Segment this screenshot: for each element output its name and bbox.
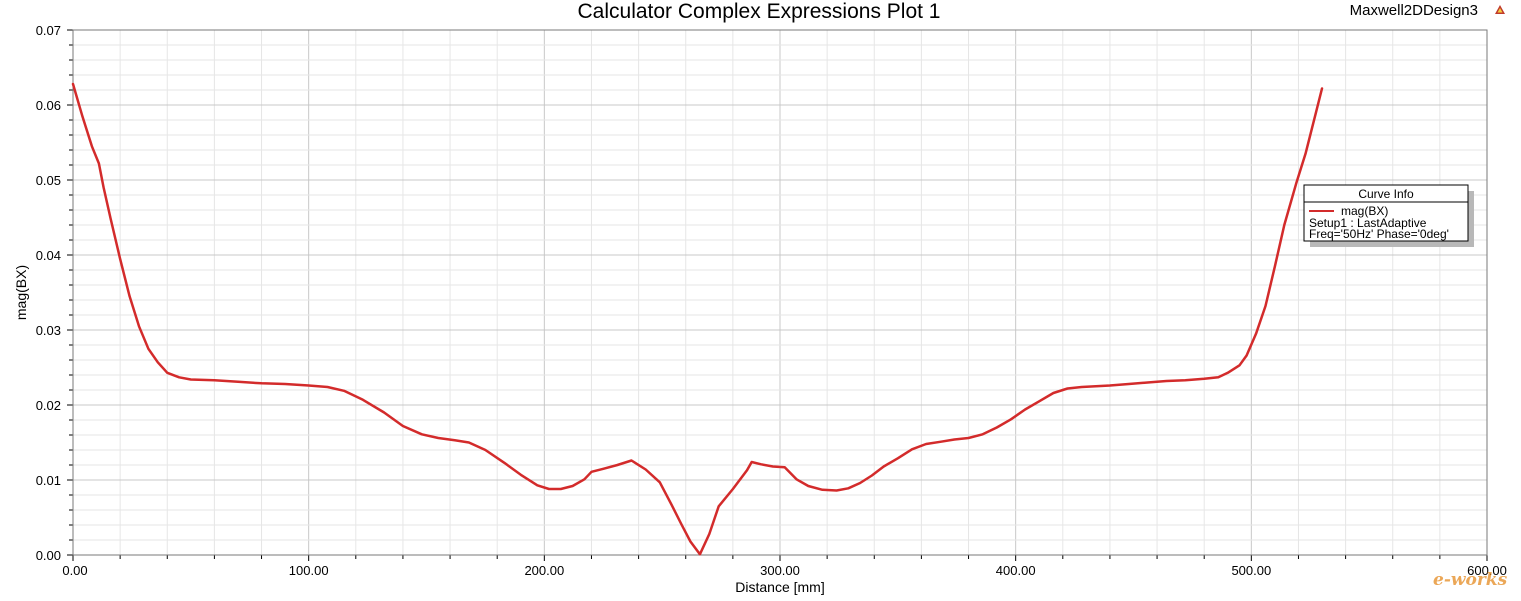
x-tick-label: 400.00 <box>996 563 1036 578</box>
x-axis-tick-labels: 0.00 100.00 200.00 300.00 400.00 500.00 600.00 <box>62 563 1507 578</box>
plot-area-frame <box>72 29 1488 556</box>
y-tick-label: 0.07 <box>36 23 61 38</box>
y-tick-label: 0.00 <box>36 548 61 563</box>
y-tick-label: 0.06 <box>36 98 61 113</box>
y-tick-label: 0.01 <box>36 473 61 488</box>
x-tick-label: 200.00 <box>524 563 564 578</box>
legend-entry-params: Freq='50Hz' Phase='0deg' <box>1309 227 1449 241</box>
curve-info-legend[interactable]: Curve Info mag(BX) Setup1 : LastAdaptive… <box>1303 184 1474 247</box>
legend-title: Curve Info <box>1358 187 1414 201</box>
e-works-watermark-logo: e-works <box>1433 570 1508 590</box>
design-name-label: Maxwell2DDesign3 <box>1350 2 1478 19</box>
legend-entry-setup: Setup1 : LastAdaptive <box>1309 216 1427 230</box>
series-line-mag-bx <box>71 82 1324 556</box>
y-tick-label: 0.05 <box>36 173 61 188</box>
legend-frame <box>1303 184 1469 242</box>
x-axis-label: Distance [mm] <box>735 579 824 595</box>
x-tick-label: 0.00 <box>62 563 87 578</box>
y-tick-label: 0.02 <box>36 398 61 413</box>
x-tick-label: 600.00 <box>1467 563 1507 578</box>
legend-entry-name: mag(BX) <box>1341 204 1388 218</box>
y-axis-tick-labels: 0.00 0.01 0.02 0.03 0.04 0.05 0.06 0.07 <box>36 23 61 563</box>
ansys-triangle-icon <box>1495 5 1505 14</box>
grid <box>73 30 1487 555</box>
curve-layer <box>71 82 1324 556</box>
axis-ticks <box>67 29 1488 561</box>
y-axis-label: mag(BX) <box>13 265 29 320</box>
x-tick-label: 100.00 <box>289 563 329 578</box>
y-tick-label: 0.04 <box>36 248 61 263</box>
x-tick-label: 500.00 <box>1231 563 1271 578</box>
y-tick-label: 0.03 <box>36 323 61 338</box>
chart-title: Calculator Complex Expressions Plot 1 <box>578 0 941 23</box>
x-tick-label: 300.00 <box>760 563 800 578</box>
